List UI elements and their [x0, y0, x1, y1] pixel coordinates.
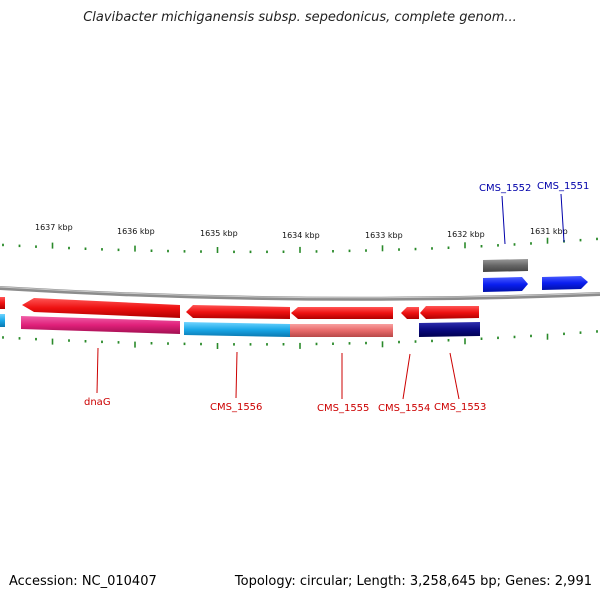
footer-genome-info: Topology: circular; Length: 3,258,645 bp… — [234, 574, 592, 589]
ruler-ticks-top — [2, 237, 598, 254]
leader-dnag — [96, 347, 99, 394]
feature-partial-left[interactable] — [0, 314, 5, 327]
leader-cms-1551 — [560, 193, 565, 243]
gene-cms-1551[interactable] — [542, 276, 588, 290]
leader-cms-1556 — [235, 351, 238, 399]
footer-accession: Accession: NC_010407 — [9, 574, 157, 589]
leader-cms-1554 — [402, 353, 411, 400]
gene-cms-1556[interactable] — [186, 305, 290, 319]
ruler-ticks-bottom — [2, 330, 598, 349]
feature-salmon[interactable] — [290, 324, 393, 337]
feature-cyan[interactable] — [184, 322, 290, 337]
ruler-label-1634: 1634 kbp — [282, 231, 320, 240]
ruler-label-1637: 1637 kbp — [35, 223, 73, 232]
genome-backbone — [0, 286, 600, 301]
page-title: Clavibacter michiganensis subsp. sepedon… — [83, 10, 517, 25]
ruler-label-1631: 1631 kbp — [530, 227, 568, 236]
ruler-label-1633: 1633 kbp — [365, 231, 403, 240]
gene-dnag[interactable] — [22, 298, 180, 318]
label-cms-1556[interactable]: CMS_1556 — [210, 402, 262, 413]
gene-cms-1554[interactable] — [401, 307, 419, 319]
ruler-label-1636: 1636 kbp — [117, 227, 155, 236]
label-cms-1554[interactable]: CMS_1554 — [378, 403, 430, 414]
leader-cms-1553 — [449, 352, 460, 400]
gene-cms-1555[interactable] — [291, 307, 393, 319]
ruler-label-1632: 1632 kbp — [447, 230, 485, 239]
genome-backbone-highlight — [0, 286, 600, 299]
ruler-label-1635: 1635 kbp — [200, 229, 238, 238]
label-cms-1552[interactable]: CMS_1552 — [479, 183, 531, 194]
label-cms-1551[interactable]: CMS_1551 — [537, 181, 589, 192]
feature-pink[interactable] — [21, 316, 180, 334]
feature-gray[interactable] — [483, 259, 528, 272]
label-cms-1555[interactable]: CMS_1555 — [317, 403, 369, 414]
feature-navy[interactable] — [419, 322, 480, 337]
gene-cms-1553[interactable] — [420, 306, 479, 319]
gene-cms-1552[interactable] — [483, 277, 528, 292]
label-dnag[interactable]: dnaG — [84, 397, 111, 408]
label-cms-1553[interactable]: CMS_1553 — [434, 402, 486, 413]
leader-cms-1552 — [501, 195, 506, 245]
gene-partial-left[interactable] — [0, 297, 5, 309]
